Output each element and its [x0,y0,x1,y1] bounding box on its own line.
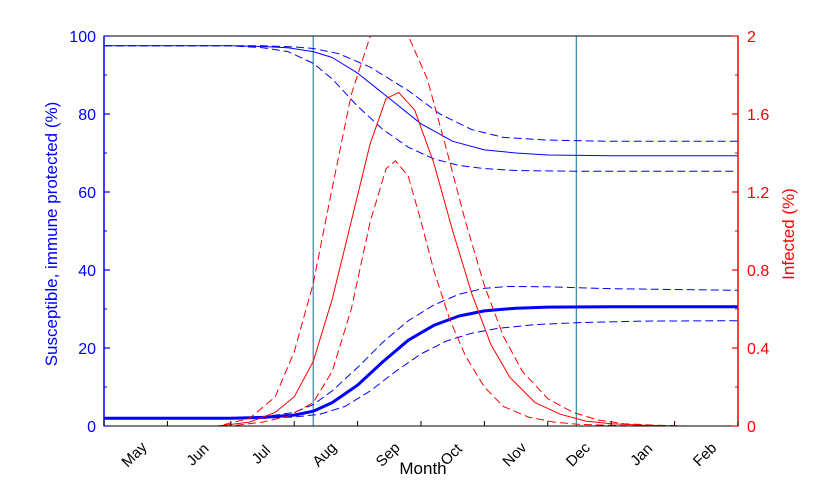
left-axis-ticks: 0 20 40 60 80 100 [69,29,110,436]
left-tick-label: 60 [78,185,96,202]
x-tick-label: Jan [627,440,656,469]
right-series-line-8 [104,160,738,426]
vertical-reference-lines [312,36,577,426]
x-tick-label: Feb [690,440,720,470]
right-tick-label: 0 [747,419,756,436]
left-series-line-1 [104,45,738,142]
left-y-axis-label: Susceptible, immune protected (%) [42,102,61,367]
left-tick-label: 20 [78,341,96,358]
right-y-axis-label: Infected (%) [779,188,798,280]
x-tick-label: Jun [183,440,212,469]
right-series-line-7 [104,36,738,426]
series-layer [104,36,738,426]
right-tick-label: 1.6 [747,107,769,124]
left-tick-label: 80 [78,107,96,124]
left-tick-label: 0 [87,419,96,436]
left-tick-label: 100 [69,29,96,46]
left-series-line-4 [104,285,738,419]
x-tick-label: Jul [249,442,275,468]
right-tick-label: 0.4 [747,341,769,358]
x-axis-label: Month [399,459,446,478]
x-tick-label: May [118,438,150,470]
x-tick-label: Aug [309,439,340,470]
left-series-line-3 [104,305,738,420]
right-tick-label: 1.2 [747,185,769,202]
left-series-line-5 [104,320,738,419]
right-series-line-6 [104,92,738,426]
right-tick-label: 2 [747,29,756,46]
right-axis-ticks: 0 0.4 0.8 1.2 1.6 2 [732,29,769,436]
plot-frame [103,35,739,427]
right-tick-label: 0.8 [747,263,769,280]
x-tick-label: Nov [499,439,530,470]
left-tick-label: 40 [78,263,96,280]
left-series-line-0 [104,45,738,157]
x-tick-label: Dec [563,439,594,470]
